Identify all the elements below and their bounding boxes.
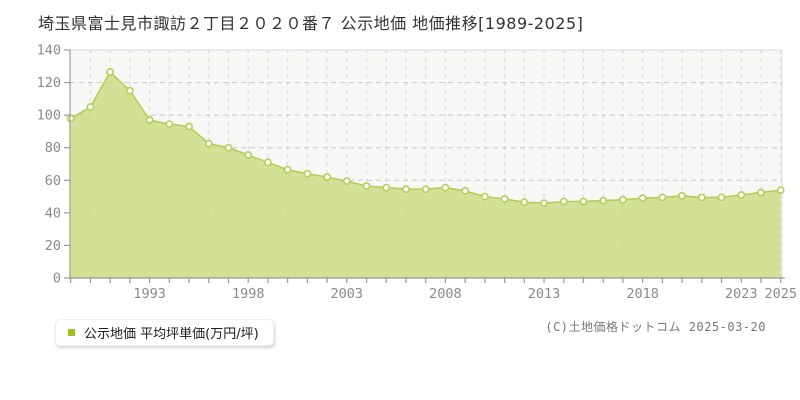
legend: 公示地価 平均坪単価(万円/坪)	[55, 319, 274, 346]
data-point-1997	[224, 143, 233, 152]
data-point-1995	[185, 122, 193, 131]
y-tick-label: 60	[45, 173, 61, 189]
data-point-1996	[204, 139, 213, 148]
x-axis-labels: 1993 1998 2003 2008 2013 2018 2023 2025	[133, 286, 797, 302]
chart-title: 埼玉県富士見市諏訪２丁目２０２０番７ 公示地価 地価推移[1989-2025]	[38, 14, 584, 33]
y-tick-label: 0	[53, 271, 61, 287]
x-tick-label: 2023	[725, 286, 758, 302]
data-point-2009	[461, 186, 469, 195]
data-point-2021	[697, 193, 706, 202]
axes	[69, 50, 785, 279]
x-tick-label: 2013	[528, 286, 561, 302]
data-point-2019	[658, 193, 667, 202]
data-point-2013	[540, 199, 548, 207]
data-point-2010	[480, 192, 489, 201]
data-point-1991	[106, 68, 114, 76]
data-point-1999	[263, 158, 272, 167]
data-point-1990	[86, 103, 95, 111]
data-point-2015	[579, 197, 588, 206]
data-point-2004	[362, 182, 371, 190]
data-point-2020	[678, 191, 686, 200]
data-point-2002	[323, 173, 331, 181]
data-point-2005	[382, 183, 391, 192]
data-point-2003	[342, 177, 351, 185]
data-point-2025	[776, 186, 785, 194]
y-tick-label: 100	[37, 108, 61, 124]
data-point-markers	[66, 68, 785, 207]
y-tick-label: 120	[37, 75, 61, 91]
data-point-1992	[125, 86, 134, 95]
x-tick-label: 2008	[429, 286, 462, 302]
data-point-2024	[757, 188, 765, 197]
data-point-2016	[599, 196, 608, 205]
x-tick-label: 2025	[764, 286, 797, 302]
data-point-2008	[441, 183, 450, 192]
x-tick-label: 1993	[133, 286, 166, 302]
tick-marks	[64, 49, 782, 283]
data-point-2000	[283, 165, 292, 174]
data-point-2017	[619, 195, 627, 204]
data-point-2007	[421, 185, 430, 194]
data-point-2006	[402, 185, 410, 194]
y-tick-label: 80	[45, 140, 61, 156]
data-point-2018	[638, 194, 647, 203]
y-tick-label: 20	[45, 238, 61, 254]
x-tick-label: 1998	[232, 286, 265, 302]
data-point-1998	[244, 151, 253, 159]
data-point-2012	[520, 198, 529, 207]
data-point-1994	[165, 120, 174, 128]
data-point-1993	[145, 116, 154, 124]
data-point-2023	[737, 190, 746, 199]
data-point-2001	[303, 169, 312, 178]
y-tick-label: 140	[37, 43, 61, 59]
y-axis-labels: 0 20 40 60 80 100 120 140	[37, 43, 61, 287]
legend-swatch-icon	[68, 329, 75, 336]
plot-border	[70, 49, 783, 278]
legend-label: 公示地価 平均坪単価(万円/坪)	[84, 327, 259, 342]
y-tick-label: 40	[45, 205, 61, 221]
data-point-1989	[66, 114, 75, 123]
x-tick-label: 2003	[331, 286, 364, 302]
data-point-2014	[559, 197, 568, 206]
data-point-2022	[717, 193, 726, 202]
x-tick-label: 2018	[626, 286, 659, 302]
copyright-text: (C)土地価格ドットコム 2025-03-20	[545, 320, 766, 334]
data-point-2011	[500, 195, 509, 203]
price-area-fill	[70, 72, 781, 278]
